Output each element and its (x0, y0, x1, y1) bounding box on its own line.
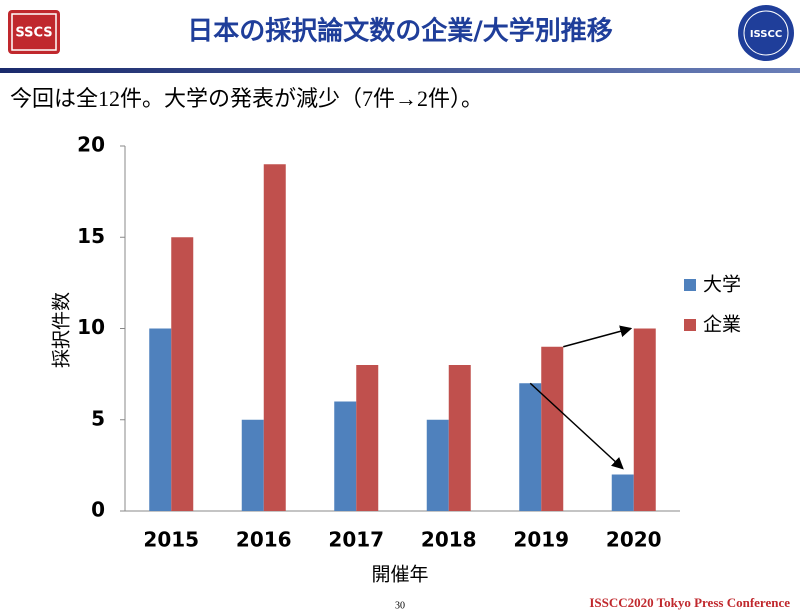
bar (611, 474, 634, 511)
bar (334, 401, 357, 511)
y-tick-label: 5 (91, 406, 105, 430)
bar (519, 383, 542, 511)
header-rule (0, 68, 800, 73)
subtitle: 今回は全12件。大学の発表が減少（7件→2件）。 (10, 86, 483, 111)
bar (633, 328, 656, 511)
x-tick-label: 2020 (606, 528, 662, 552)
logo-left-box (8, 10, 60, 54)
x-tick-label: 2015 (143, 528, 199, 552)
logo-right: ISSCC (750, 29, 782, 40)
x-tick-label: 2016 (236, 528, 292, 552)
logo-right-circle (738, 5, 794, 61)
y-tick-label: 20 (77, 133, 105, 157)
bar (541, 346, 564, 511)
y-axis-label: 採択件数 (51, 292, 73, 368)
logo-left: SSCS (15, 26, 52, 41)
x-tick-label: 2017 (328, 528, 384, 552)
bar (356, 365, 379, 511)
legend-label: 大学 (703, 274, 741, 296)
bar (149, 328, 172, 511)
bar (171, 237, 194, 511)
x-tick-label: 2019 (513, 528, 569, 552)
logo-right-ring (743, 10, 789, 56)
page-number: 30 (395, 600, 405, 611)
footer-conference: ISSCC2020 Tokyo Press Conference (589, 595, 790, 610)
y-tick-label: 10 (77, 315, 105, 339)
arrow (529, 382, 624, 470)
legend-label: 企業 (703, 314, 741, 336)
x-axis-label: 開催年 (371, 564, 428, 586)
bar (448, 365, 471, 511)
bar (263, 164, 286, 511)
y-tick-label: 15 (77, 224, 105, 248)
slide-title: 日本の採択論文数の企業/大学別推移 (187, 16, 613, 47)
bar (241, 419, 264, 511)
logo-left-border (11, 13, 57, 51)
x-tick-label: 2018 (421, 528, 477, 552)
y-tick-label: 0 (91, 498, 105, 522)
legend-swatch (684, 279, 696, 291)
bar (426, 419, 449, 511)
legend-swatch (684, 319, 696, 331)
arrow (563, 325, 633, 348)
